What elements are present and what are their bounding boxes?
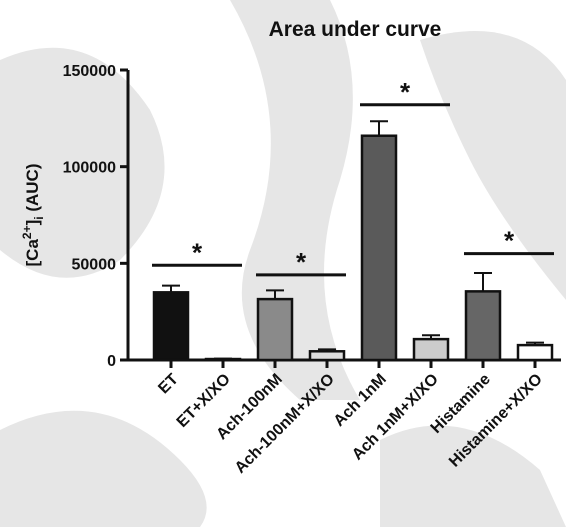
y-tick-label: 100000 bbox=[63, 160, 116, 177]
y-label-sup: 2+ bbox=[20, 225, 34, 239]
y-tick-label: 150000 bbox=[63, 63, 116, 80]
bar bbox=[466, 291, 500, 360]
bar bbox=[310, 351, 344, 360]
significance-star: * bbox=[504, 226, 515, 256]
chart: Area under curve [Ca2+]i (AUC) 050000100… bbox=[0, 0, 566, 527]
significance-star: * bbox=[296, 247, 307, 277]
y-label-part: [Ca bbox=[23, 239, 42, 267]
bar bbox=[154, 292, 188, 360]
significance-star: * bbox=[192, 237, 203, 267]
y-tick-label: 50000 bbox=[72, 256, 117, 273]
chart-title: Area under curve bbox=[269, 18, 442, 41]
y-tick-label: 0 bbox=[107, 353, 116, 370]
bar bbox=[206, 359, 240, 360]
bar bbox=[414, 339, 448, 360]
bar bbox=[518, 345, 552, 360]
bar bbox=[258, 299, 292, 360]
y-label-part: (AUC) bbox=[23, 164, 42, 217]
x-tick-label: ET bbox=[155, 371, 182, 398]
significance-star: * bbox=[400, 77, 411, 107]
x-tick-label: Ach-100nM+X/XO bbox=[232, 371, 338, 477]
page: Area under curve [Ca2+]i (AUC) 050000100… bbox=[0, 0, 566, 532]
bar bbox=[362, 136, 396, 360]
